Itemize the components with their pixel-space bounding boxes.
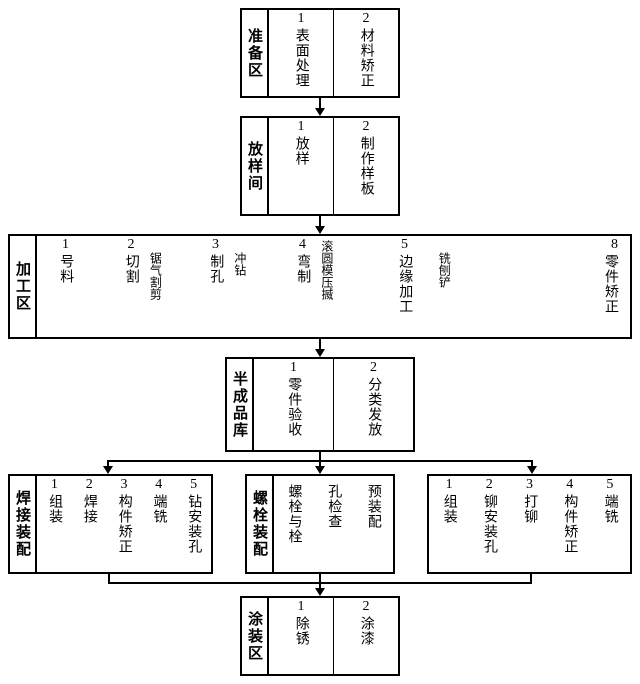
col-num: 2 <box>370 361 377 375</box>
col-text: 边缘加工 <box>397 254 412 314</box>
station-machining: 加工区 1 号料 2 切割 锯气割剪 3 制孔 冲钻 <box>8 234 632 339</box>
station-label: 加工区 <box>10 236 37 337</box>
col-text: 零件矫正 <box>603 254 618 314</box>
process-flowchart: 准备区 1 表面处理 2 材料矫正 放样间 1 放样 2 制作样板 <box>8 8 632 676</box>
col-num: 1 <box>62 238 69 252</box>
col-num: 8 <box>611 238 618 252</box>
station-label: 放样间 <box>242 118 269 214</box>
col-text: 端铣 <box>602 494 617 524</box>
col-text: 组装 <box>47 494 62 524</box>
col-sub: 冲钻 <box>232 252 249 276</box>
col-text: 钻安装孔 <box>186 494 201 554</box>
col-num: 2 <box>128 238 135 252</box>
col-text: 端铣 <box>151 494 166 524</box>
col-text: 表面处理 <box>293 28 308 88</box>
col-num: 3 <box>120 478 127 492</box>
col-text: 材料矫正 <box>358 28 373 88</box>
col-num: 2 <box>86 478 93 492</box>
station-semi: 半成品库 1 零件验收 2 分类发放 <box>225 357 415 452</box>
parallel-stations: 焊接装配 1 组装 2 焊接 3 构件矫正 4 端铣 5 钻安装孔 螺栓装配 螺栓与栓 孔… <box>8 474 632 574</box>
col-num: 5 <box>606 478 613 492</box>
station-prep: 准备区 1 表面处理 2 材料矫正 <box>240 8 400 98</box>
col-text: 焊接 <box>82 494 97 524</box>
col-num: 1 <box>298 600 305 614</box>
station-label: 螺栓装配 <box>247 476 274 572</box>
station-weld: 焊接装配 1 组装 2 焊接 3 构件矫正 4 端铣 5 钻安装孔 <box>8 474 213 574</box>
col-text: 构件矫正 <box>116 494 131 554</box>
col-text: 制作样板 <box>358 136 373 196</box>
col-num: 4 <box>155 478 162 492</box>
col-num: 3 <box>526 478 533 492</box>
col-text: 除锈 <box>293 616 308 646</box>
col-text: 构件矫正 <box>562 494 577 554</box>
col-text: 切割 <box>123 254 138 284</box>
col-num: 4 <box>566 478 573 492</box>
col-text: 打铆 <box>522 494 537 524</box>
station-bolt: 螺栓装配 螺栓与栓 孔检查 预装配 <box>245 474 395 574</box>
col-text: 分类发放 <box>366 377 381 437</box>
station-label: 涂装区 <box>242 598 269 674</box>
col-num: 2 <box>486 478 493 492</box>
col-text: 制孔 <box>208 254 223 284</box>
col-text: 号料 <box>58 254 73 284</box>
col-sub: 滚圆模压揻 <box>319 240 336 300</box>
col-num: 5 <box>190 478 197 492</box>
col-text: 螺栓与栓 <box>286 484 301 544</box>
station-paint: 涂装区 1 除锈 2 涂漆 <box>240 596 400 676</box>
col-num: 1 <box>290 361 297 375</box>
col-text: 放样 <box>293 136 308 166</box>
station-label: 半成品库 <box>227 359 254 450</box>
col-text: 涂漆 <box>358 616 373 646</box>
col-num: 1 <box>51 478 58 492</box>
col-num: 1 <box>446 478 453 492</box>
col-num: 1 <box>298 120 305 134</box>
col-sub: 锯气割剪 <box>147 252 164 300</box>
col-text: 零件验收 <box>286 377 301 437</box>
col-num: 5 <box>401 238 408 252</box>
station-label: 准备区 <box>242 10 269 96</box>
col-text: 弯制 <box>295 254 310 284</box>
col-num: 1 <box>298 12 305 26</box>
col-sub: 铣刨铲 <box>436 252 453 288</box>
branch-connector <box>8 452 632 474</box>
connector <box>8 98 632 116</box>
station-label: 焊接装配 <box>10 476 37 572</box>
col-num: 2 <box>363 120 370 134</box>
col-num: 3 <box>212 238 219 252</box>
station-lofting: 放样间 1 放样 2 制作样板 <box>240 116 400 216</box>
connector <box>8 216 632 234</box>
merge-connector <box>8 574 632 596</box>
col-text: 预装配 <box>365 484 380 529</box>
col-num: 2 <box>363 600 370 614</box>
col-text: 孔检查 <box>326 484 341 529</box>
col-text: 铆安装孔 <box>482 494 497 554</box>
col-num: 2 <box>363 12 370 26</box>
col-num: 4 <box>299 238 306 252</box>
col-text: 组装 <box>441 494 456 524</box>
station-rivet: 1 组装 2 铆安装孔 3 打铆 4 构件矫正 5 端铣 <box>427 474 632 574</box>
connector <box>8 339 632 357</box>
